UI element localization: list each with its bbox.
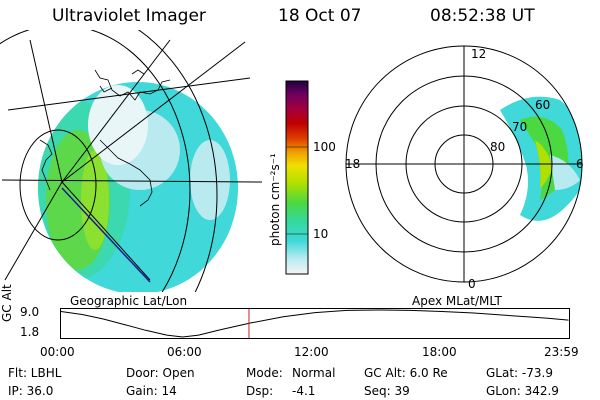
info-glon: GLon: 342.9 <box>486 384 559 398</box>
polar-plot <box>345 45 583 283</box>
mlt-label-12: 12 <box>471 47 487 61</box>
mlat-label-80: 80 <box>490 140 506 154</box>
mlt-label-18: 18 <box>345 157 361 171</box>
coastline <box>39 69 171 207</box>
colorbar-unit-label: photon cm⁻²s⁻¹ <box>268 153 282 246</box>
info-dsp-label: Dsp: <box>246 384 274 398</box>
xtick-2359: 23:59 <box>544 345 579 359</box>
info-seq: Seq: 39 <box>364 384 410 398</box>
colorbar-tick-10: 10 <box>313 227 329 241</box>
xtick-0600: 06:00 <box>167 345 202 359</box>
time-label: 08:52:38 UT <box>430 6 535 26</box>
altitude-chart <box>60 308 570 339</box>
xtick-0000: 00:00 <box>40 345 75 359</box>
xtick-1200: 12:00 <box>294 345 329 359</box>
geographic-caption: Geographic Lat/Lon <box>70 294 188 308</box>
colorbar <box>285 80 309 275</box>
info-mode-value: Normal <box>292 366 336 380</box>
info-gain: Gain: 14 <box>126 384 177 398</box>
date-label: 18 Oct 07 <box>278 6 362 26</box>
altitude-ylabel: GC Alt <box>0 284 14 322</box>
geographic-image-panel <box>0 30 263 292</box>
info-glat: GLat: -73.9 <box>486 366 553 380</box>
altitude-ytick-high: 9.0 <box>20 305 40 319</box>
info-door: Door: Open <box>126 366 195 380</box>
altitude-ytick-low: 1.8 <box>20 325 40 339</box>
mlat-label-70: 70 <box>512 120 528 134</box>
mlt-label-6: 6 <box>576 157 584 171</box>
info-filter: Flt: LBHL <box>8 366 62 380</box>
apex-caption: Apex MLat/MLT <box>412 294 502 308</box>
info-ip: IP: 36.0 <box>8 384 54 398</box>
colorbar-tick-100: 100 <box>313 140 336 154</box>
instrument-title: Ultraviolet Imager <box>52 6 206 26</box>
polar-grid <box>345 45 583 283</box>
mlat-label-60: 60 <box>535 98 551 112</box>
altitude-series-line <box>60 309 569 338</box>
info-dsp-value: -4.1 <box>292 384 316 398</box>
info-mode-label: Mode: <box>246 366 283 380</box>
info-gc-alt: GC Alt: 6.0 Re <box>364 366 448 380</box>
xtick-1800: 18:00 <box>422 345 457 359</box>
geographic-grid <box>0 30 263 292</box>
mlt-label-0: 0 <box>468 277 476 291</box>
